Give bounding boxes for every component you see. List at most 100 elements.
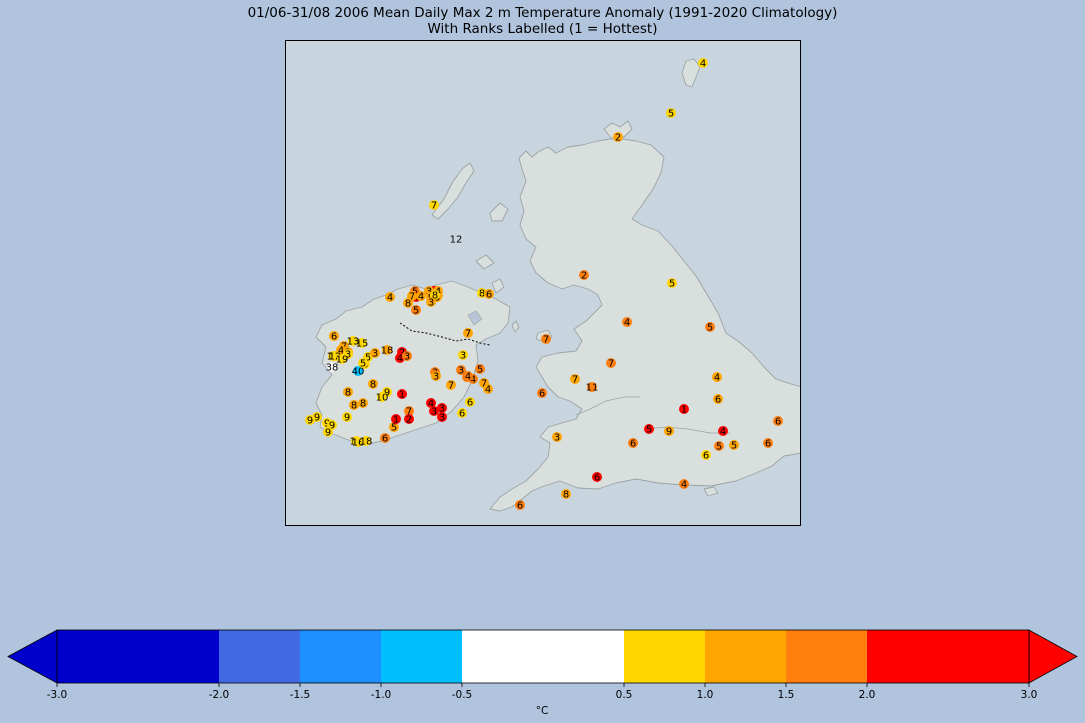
station-dot: [370, 348, 380, 358]
station-marker: 13: [347, 336, 359, 348]
station-dot: [426, 398, 436, 408]
station-rank-label: 2: [406, 415, 412, 426]
station-marker: 5: [644, 424, 654, 436]
station-dot: [446, 380, 456, 390]
station-rank-label: 4: [428, 399, 434, 410]
station-dot: [679, 404, 689, 414]
station-marker: 6: [592, 472, 602, 484]
station-dot: [429, 406, 439, 416]
station-marker: 7: [463, 328, 473, 340]
station-rank-label: 19: [336, 355, 349, 366]
station-dot: [679, 479, 689, 489]
station-rank-label: 12: [329, 352, 342, 363]
station-dot: [644, 424, 654, 434]
border-line: [399, 322, 491, 346]
station-rank-label: 8: [563, 490, 569, 501]
station-rank-label: 4: [700, 59, 706, 70]
station-dot: [411, 305, 421, 315]
station-marker: 7: [429, 200, 439, 212]
station-marker: 5: [358, 358, 368, 370]
station-marker: 6: [763, 438, 773, 450]
station-rank-label: 6: [486, 290, 492, 301]
station-marker: 4: [426, 398, 436, 410]
station-rank-label: 4: [470, 375, 476, 386]
station-dot: [426, 297, 436, 307]
colorbar-bin-4: [462, 630, 624, 683]
station-dot: [606, 358, 616, 368]
station-rank-label: 5: [668, 109, 674, 120]
station-marker: 1: [397, 389, 407, 401]
station-rank-label: 9: [344, 413, 350, 424]
station-dot: [763, 438, 773, 448]
station-marker: 3: [437, 403, 447, 415]
station-dot: [463, 371, 473, 381]
station-dot: [561, 489, 571, 499]
station-rank-label: 5: [360, 359, 366, 370]
colorbar-tick-label: 0.5: [616, 689, 633, 701]
station-marker: 5: [411, 305, 421, 317]
station-rank-label: 1: [399, 390, 405, 401]
station-rank-label: 4: [624, 318, 630, 329]
station-rank-label: 3: [458, 366, 464, 377]
station-marker: 19: [336, 354, 349, 366]
station-marker: 2: [404, 414, 414, 426]
station-rank-label: 9: [307, 416, 313, 427]
station-rank-label: 7: [572, 375, 578, 386]
station-rank-label: 18: [360, 437, 373, 448]
station-rank-label: 7: [448, 381, 454, 392]
station-marker: 8: [358, 398, 368, 410]
colorbar-bin-2: [300, 630, 381, 683]
station-rank-label: 5: [391, 423, 397, 434]
station-rank-label: 18: [381, 346, 394, 357]
station-rank-label: 3: [554, 433, 560, 444]
station-marker: 9: [323, 427, 333, 439]
station-rank-label: 5: [365, 353, 371, 364]
chart-title: 01/06-31/08 2006 Mean Daily Max 2 m Temp…: [247, 5, 838, 21]
station-dot: [541, 334, 551, 344]
station-rank-label: 8: [370, 380, 376, 391]
station-dot: [552, 432, 562, 442]
station-marker: 6: [773, 416, 783, 428]
station-dot: [357, 338, 367, 348]
station-rank-label: 2: [615, 133, 621, 144]
station-marker: 3: [437, 412, 447, 424]
isle-of-man-land: [511, 320, 520, 333]
station-dot: [437, 403, 447, 413]
station-marker: 9: [342, 412, 352, 424]
station-rank-label: 6: [459, 409, 465, 420]
colorbar-bin-1: [219, 630, 300, 683]
station-marker: 5: [705, 322, 715, 334]
station-rank-label: 8: [345, 388, 351, 399]
station-marker: 10: [376, 392, 388, 404]
station-rank-label: 38: [326, 363, 339, 374]
station-dot: [348, 336, 358, 346]
station-marker: 5: [389, 422, 399, 434]
station-rank-label: 3: [460, 351, 466, 362]
colorbar-bin-3: [381, 630, 462, 683]
station-marker: 6: [701, 450, 711, 462]
colorbar: -3.0 -2.0 -1.5 -1.0 -0.5 0.5 1.0 1.5 2.0 3.0 °C: [7, 629, 1078, 717]
station-dot: [407, 291, 417, 301]
station-dot: [667, 278, 677, 288]
station-dot: [358, 398, 368, 408]
station-marker: 8: [561, 489, 571, 501]
station-dot: [570, 374, 580, 384]
station-marker: 18: [360, 436, 373, 448]
station-rank-label: 8: [360, 399, 366, 410]
station-marker: 3: [552, 432, 562, 444]
station-marker: 1: [679, 404, 689, 416]
colorbar-bin-6: [705, 630, 786, 683]
station-rank-label: 8: [405, 299, 411, 310]
colorbar-tick-label: 2.0: [859, 689, 876, 701]
station-marker: 7: [541, 334, 551, 346]
station-marker: 5: [729, 440, 739, 452]
station-dot: [729, 440, 739, 450]
station-marker: 4: [718, 426, 728, 438]
station-dot: [463, 328, 473, 338]
station-marker: 6: [329, 331, 339, 343]
station-marker: 11: [586, 382, 598, 394]
station-dot: [587, 382, 597, 392]
station-rank-label: 2: [581, 271, 587, 282]
station-rank-label: 3: [426, 287, 432, 298]
colorbar-tick-label: -1.5: [290, 689, 311, 701]
